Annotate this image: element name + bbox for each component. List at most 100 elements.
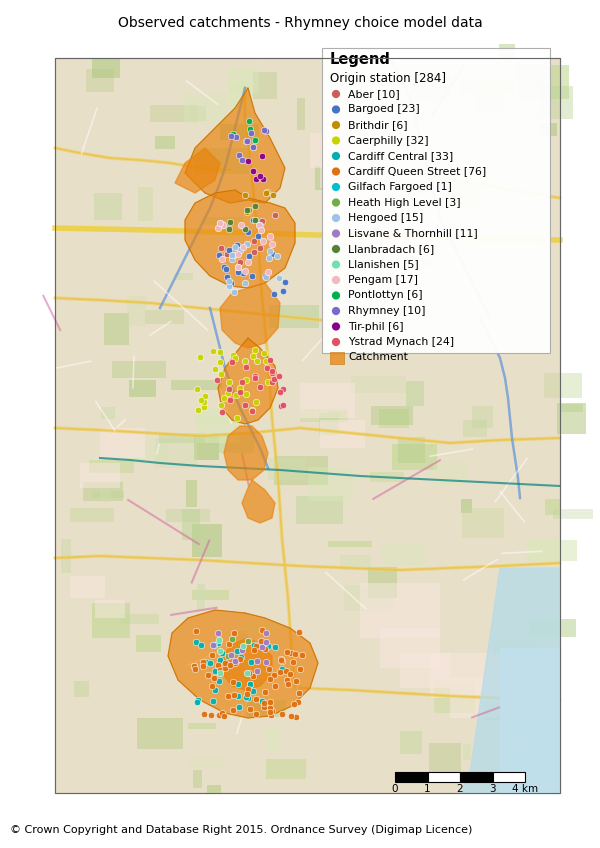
- Point: [294, 625, 304, 639]
- Bar: [553, 509, 593, 519]
- Point: [217, 241, 226, 254]
- Text: Observed catchments - Rhymney choice model data: Observed catchments - Rhymney choice mod…: [118, 16, 482, 30]
- Point: [251, 692, 260, 706]
- Bar: [94, 192, 122, 220]
- Point: [229, 286, 238, 299]
- Bar: [120, 614, 158, 623]
- Bar: [557, 403, 586, 433]
- Point: [268, 704, 277, 717]
- Bar: [166, 510, 211, 522]
- Bar: [228, 68, 259, 92]
- Point: [210, 362, 220, 376]
- Point: [199, 660, 208, 673]
- Point: [277, 654, 287, 667]
- Point: [199, 707, 208, 721]
- Bar: [495, 260, 543, 279]
- Point: [215, 345, 225, 359]
- Point: [232, 410, 242, 424]
- Bar: [529, 619, 576, 637]
- Point: [270, 208, 280, 221]
- Point: [331, 118, 341, 131]
- Point: [331, 211, 341, 225]
- Point: [248, 669, 258, 683]
- Text: Caerphilly [32]: Caerphilly [32]: [348, 136, 428, 146]
- Point: [210, 683, 220, 697]
- Point: [267, 366, 277, 380]
- Point: [262, 187, 271, 200]
- Point: [241, 188, 250, 202]
- Bar: [322, 48, 550, 353]
- Bar: [265, 726, 278, 750]
- Bar: [208, 785, 221, 793]
- Text: Rhymney [10]: Rhymney [10]: [348, 306, 425, 316]
- Point: [242, 204, 251, 217]
- Point: [251, 173, 261, 187]
- Point: [331, 288, 341, 302]
- Point: [226, 130, 236, 143]
- Bar: [338, 120, 375, 136]
- Point: [217, 217, 226, 231]
- Text: Tir-phil [6]: Tir-phil [6]: [348, 321, 404, 332]
- Polygon shape: [185, 88, 285, 203]
- Text: Llanishen [5]: Llanishen [5]: [348, 259, 419, 270]
- Point: [250, 643, 259, 656]
- Bar: [380, 628, 440, 668]
- Point: [192, 382, 202, 395]
- Point: [230, 240, 240, 254]
- Point: [200, 389, 209, 403]
- Bar: [194, 416, 240, 444]
- Point: [257, 215, 267, 228]
- Text: Brithdir [6]: Brithdir [6]: [348, 120, 407, 130]
- Bar: [297, 98, 305, 130]
- Bar: [253, 72, 277, 98]
- Point: [215, 216, 225, 230]
- Point: [214, 633, 224, 647]
- Point: [248, 140, 257, 153]
- Point: [207, 679, 217, 693]
- Point: [260, 124, 269, 137]
- Point: [191, 625, 200, 639]
- Point: [193, 403, 202, 416]
- Point: [244, 114, 254, 128]
- Point: [247, 404, 257, 418]
- Point: [199, 400, 209, 414]
- Point: [217, 367, 226, 381]
- Bar: [370, 472, 404, 483]
- Point: [224, 279, 234, 293]
- Bar: [398, 438, 425, 462]
- Point: [265, 672, 275, 686]
- Point: [250, 133, 260, 147]
- Text: Cardiff Central [33]: Cardiff Central [33]: [348, 151, 453, 161]
- Point: [258, 172, 268, 186]
- Bar: [513, 729, 557, 735]
- Point: [260, 270, 269, 283]
- Point: [234, 700, 244, 714]
- Point: [227, 252, 237, 265]
- Bar: [368, 567, 397, 599]
- Bar: [268, 459, 306, 480]
- Point: [235, 652, 245, 666]
- Point: [271, 678, 280, 692]
- Bar: [197, 584, 205, 611]
- Point: [260, 685, 269, 699]
- Point: [331, 134, 341, 148]
- Bar: [395, 252, 436, 265]
- Point: [235, 382, 245, 395]
- Bar: [83, 483, 123, 500]
- Bar: [320, 163, 360, 188]
- Text: 1: 1: [424, 784, 431, 794]
- Bar: [429, 743, 461, 773]
- Text: Heath High Level [3]: Heath High Level [3]: [348, 198, 461, 208]
- Point: [191, 636, 201, 650]
- Bar: [269, 304, 319, 328]
- Point: [215, 355, 224, 369]
- Point: [215, 667, 224, 680]
- Point: [251, 639, 261, 653]
- Point: [261, 271, 271, 284]
- Text: Catchment: Catchment: [348, 353, 408, 362]
- Point: [269, 287, 278, 301]
- Point: [262, 361, 272, 375]
- Point: [241, 134, 251, 148]
- Point: [243, 692, 253, 706]
- Point: [243, 634, 253, 648]
